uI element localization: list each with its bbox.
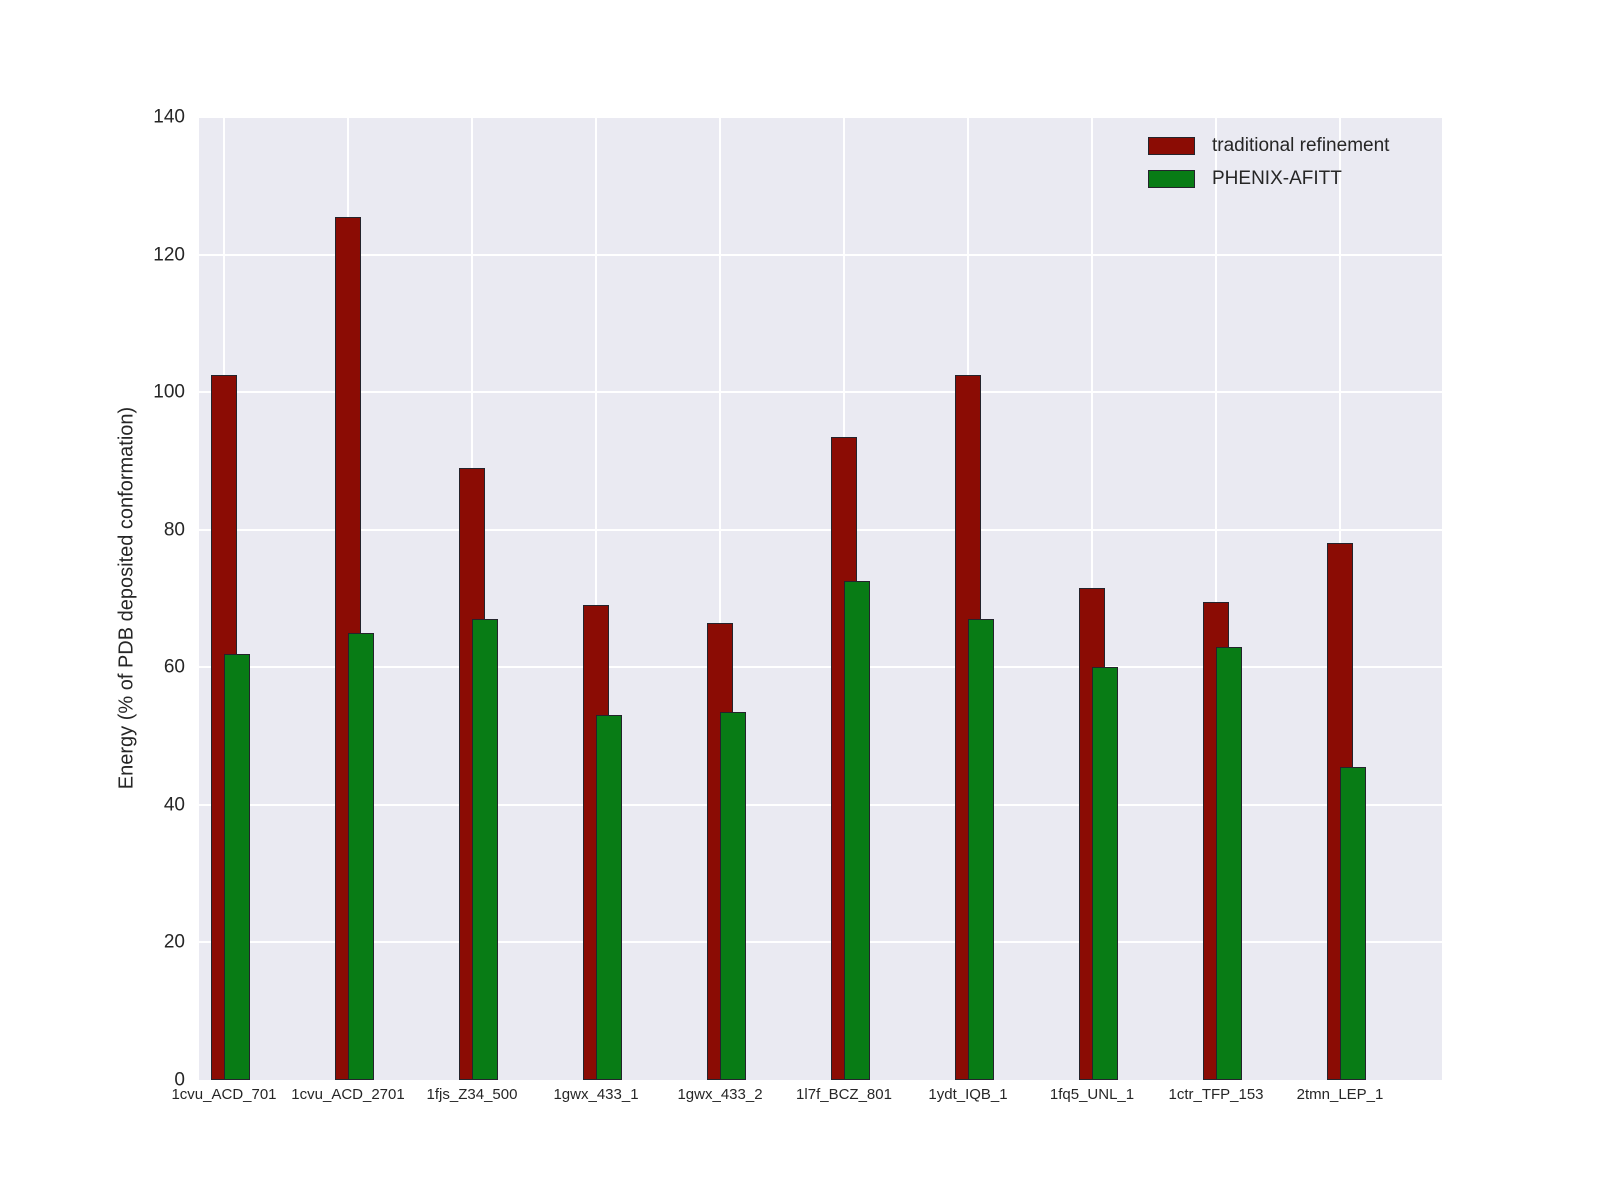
- h-gridline-80: [199, 528, 1442, 531]
- legend-swatch-traditional-refinement: [1148, 136, 1195, 155]
- x-tick-label-1ctr_TFP_153: 1ctr_TFP_153: [1168, 1086, 1264, 1103]
- bar-phenix-afitt-1fjs_Z34_500: [472, 619, 498, 1080]
- bar-phenix-afitt-1cvu_ACD_701: [224, 653, 250, 1080]
- h-gridline-20: [199, 941, 1442, 944]
- y-tick-label-60: 60: [163, 656, 185, 678]
- x-tick-label-1gwx_433_2: 1gwx_433_2: [677, 1086, 763, 1103]
- bar-phenix-afitt-1l7f_BCZ_801: [844, 581, 870, 1080]
- bar-phenix-afitt-1gwx_433_2: [720, 712, 746, 1080]
- x-tick-label-1ydt_IQB_1: 1ydt_IQB_1: [928, 1086, 1008, 1103]
- y-tick-label-20: 20: [163, 931, 185, 953]
- h-gridline-120: [199, 253, 1442, 256]
- y-tick-label-120: 120: [153, 244, 185, 266]
- h-gridline-100: [199, 391, 1442, 394]
- y-axis-label: Energy (% of PDB deposited conformation): [115, 406, 138, 790]
- legend-label-traditional-refinement: traditional refinement: [1212, 135, 1390, 156]
- v-gridline-1gwx_433_2: [719, 117, 721, 1080]
- y-tick-label-0: 0: [174, 1069, 185, 1091]
- x-tick-label-2tmn_LEP_1: 2tmn_LEP_1: [1296, 1086, 1384, 1103]
- x-tick-label-1fq5_UNL_1: 1fq5_UNL_1: [1049, 1086, 1135, 1103]
- x-tick-label-1fjs_Z34_500: 1fjs_Z34_500: [426, 1086, 518, 1103]
- bar-phenix-afitt-1ydt_IQB_1: [968, 619, 994, 1080]
- x-tick-label-1gwx_433_1: 1gwx_433_1: [553, 1086, 639, 1103]
- legend-label-phenix-afitt: PHENIX-AFITT: [1212, 168, 1342, 189]
- bar-phenix-afitt-1ctr_TFP_153: [1216, 646, 1242, 1080]
- h-gridline-60: [199, 666, 1442, 669]
- legend-swatch-phenix-afitt: [1148, 169, 1195, 188]
- y-tick-label-100: 100: [153, 381, 185, 403]
- x-tick-label-1l7f_BCZ_801: 1l7f_BCZ_801: [796, 1086, 892, 1103]
- bar-phenix-afitt-1gwx_433_1: [596, 715, 622, 1080]
- legend-item-phenix-afitt: PHENIX-AFITT: [1148, 169, 1389, 188]
- y-tick-label-40: 40: [163, 794, 185, 816]
- legend-item-traditional-refinement: traditional refinement: [1148, 136, 1389, 155]
- plot-area: [199, 116, 1442, 1080]
- legend: traditional refinement PHENIX-AFITT: [1148, 136, 1389, 202]
- h-gridline-40: [199, 803, 1442, 806]
- y-tick-label-140: 140: [153, 106, 185, 128]
- bar-phenix-afitt-1cvu_ACD_2701: [348, 632, 374, 1080]
- bar-phenix-afitt-2tmn_LEP_1: [1340, 767, 1366, 1080]
- y-tick-label-80: 80: [163, 519, 185, 541]
- v-gridline-1ctr_TFP_153: [1215, 117, 1217, 1080]
- v-gridline-1gwx_433_1: [595, 117, 597, 1080]
- x-tick-label-1cvu_ACD_2701: 1cvu_ACD_2701: [291, 1086, 405, 1103]
- x-tick-label-1cvu_ACD_701: 1cvu_ACD_701: [171, 1086, 277, 1103]
- h-gridline-140: [199, 116, 1442, 118]
- bar-phenix-afitt-1fq5_UNL_1: [1092, 667, 1118, 1080]
